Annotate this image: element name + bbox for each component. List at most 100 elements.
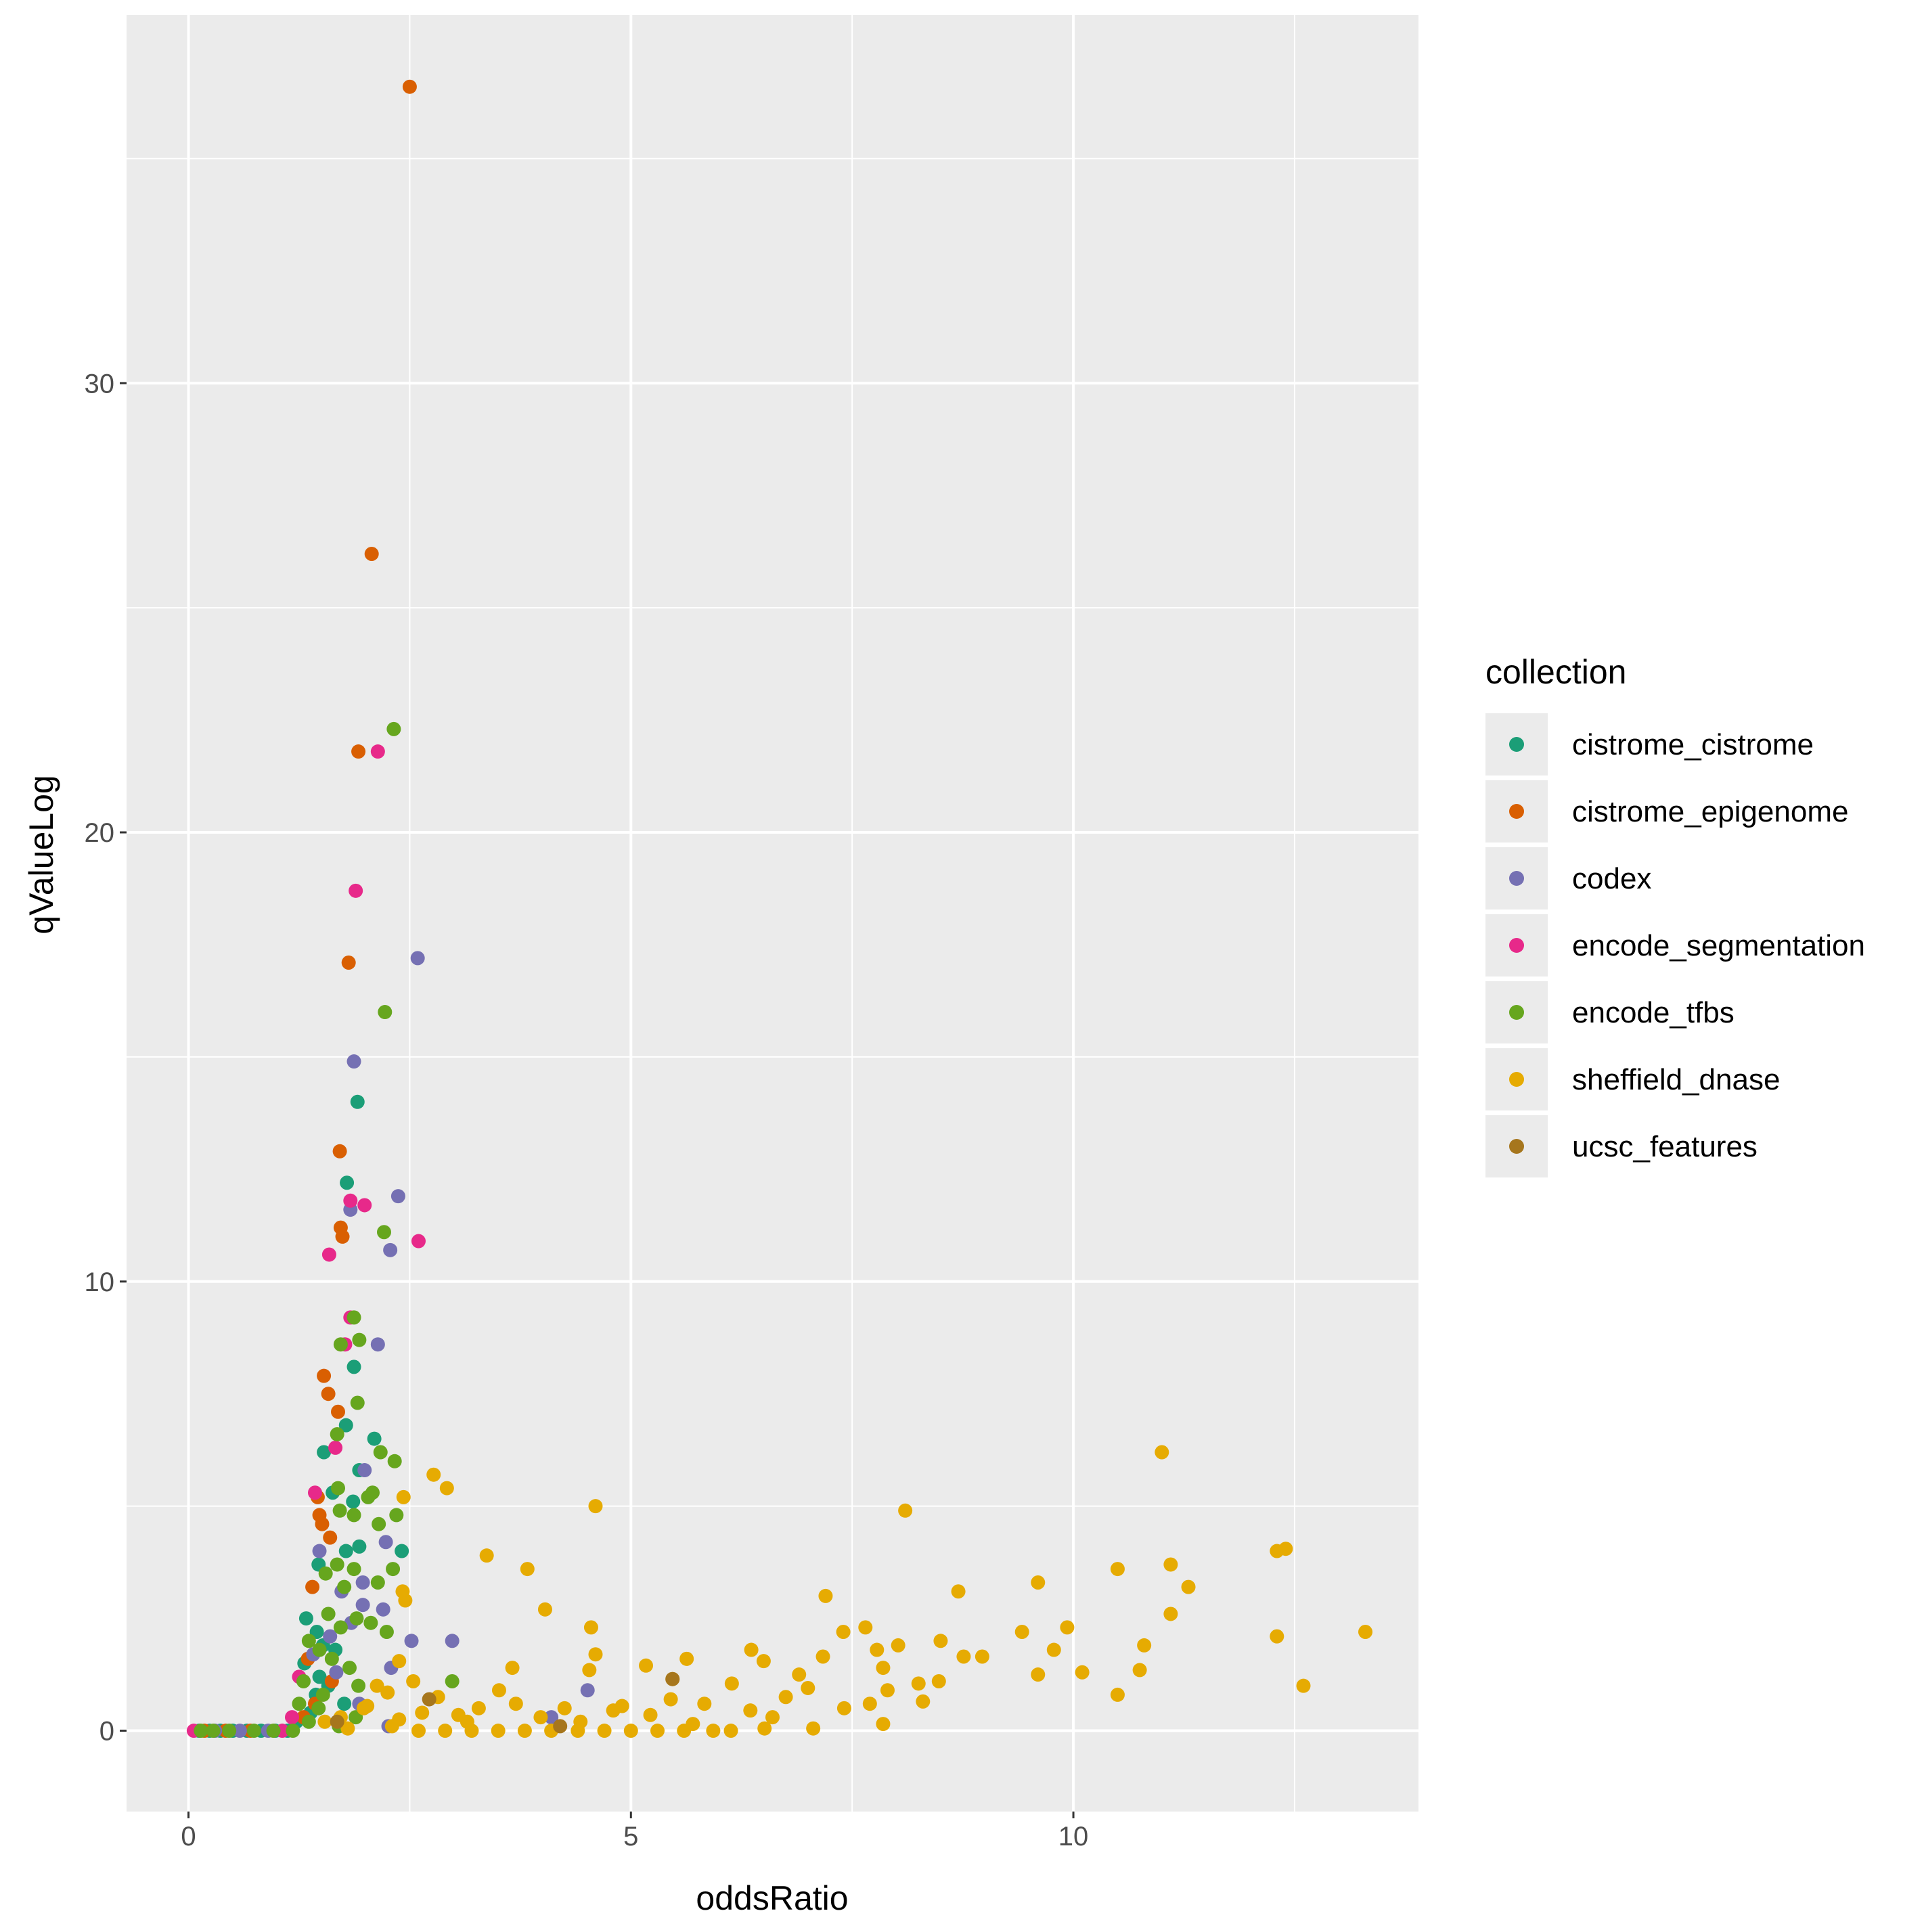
data-point (818, 1588, 833, 1603)
data-point (537, 1602, 552, 1617)
data-point (349, 1611, 364, 1626)
data-point (321, 1247, 336, 1262)
data-point (1155, 1445, 1169, 1460)
data-point (323, 1530, 338, 1545)
legend: collection cistrome_cistrome cistrome_epi… (1485, 653, 1865, 1177)
y-tick-label: 20 (85, 818, 115, 848)
data-point (357, 1463, 372, 1478)
data-point (330, 1426, 344, 1441)
data-point (911, 1676, 926, 1691)
data-point (390, 1189, 405, 1204)
x-tick-label: 0 (181, 1822, 196, 1851)
data-point (331, 1404, 346, 1419)
legend-title: collection (1485, 653, 1626, 691)
data-point (355, 1598, 370, 1613)
data-point (372, 1517, 386, 1531)
data-point (321, 1387, 336, 1401)
data-point (517, 1724, 532, 1738)
data-point (340, 1175, 355, 1190)
data-point (471, 1701, 486, 1715)
data-point (376, 1225, 391, 1240)
data-point (557, 1701, 572, 1715)
data-point (328, 1440, 343, 1455)
data-point (643, 1707, 658, 1722)
data-point (332, 1503, 347, 1518)
legend-items: cistrome_cistrome cistrome_epigenomecodex… (1485, 713, 1865, 1177)
data-point (520, 1562, 535, 1577)
data-point (580, 1683, 595, 1698)
data-point (305, 1579, 320, 1594)
y-tick-label: 10 (85, 1267, 115, 1297)
data-point (426, 1467, 441, 1482)
data-point (337, 1697, 352, 1711)
data-point (445, 1674, 460, 1689)
data-point (285, 1710, 300, 1725)
data-point (349, 883, 363, 898)
x-tick-label: 10 (1058, 1822, 1089, 1851)
data-point (308, 1485, 323, 1500)
data-point (665, 1671, 680, 1686)
legend-key-dot (1509, 1005, 1524, 1020)
data-point (588, 1647, 603, 1662)
data-point (333, 1337, 348, 1352)
data-point (346, 1508, 361, 1523)
data-point (355, 1575, 370, 1590)
data-point (386, 1562, 401, 1577)
data-point (1270, 1629, 1284, 1644)
legend-key-dot (1509, 737, 1524, 752)
legend-key-dot (1509, 1072, 1524, 1087)
legend-key-dot (1509, 871, 1524, 886)
data-point (491, 1724, 506, 1738)
data-point (778, 1690, 793, 1705)
data-point (1181, 1579, 1196, 1594)
data-point (815, 1649, 830, 1664)
data-point (724, 1676, 739, 1691)
data-point (491, 1683, 506, 1698)
data-point (415, 1705, 430, 1720)
series-encode_tfbs (194, 721, 460, 1738)
data-point (706, 1724, 721, 1738)
data-point (623, 1724, 638, 1738)
data-point (370, 1575, 385, 1590)
data-point (723, 1724, 738, 1738)
data-points (186, 79, 1373, 1738)
data-point (341, 956, 356, 970)
data-point (378, 1535, 393, 1550)
data-point (351, 744, 366, 759)
data-point (330, 1714, 344, 1729)
data-point (312, 1544, 327, 1558)
data-point (870, 1642, 885, 1657)
data-point (677, 1724, 692, 1738)
data-point (1110, 1562, 1125, 1577)
data-point (445, 1634, 460, 1648)
x-axis-title: oddsRatio (696, 1879, 848, 1917)
data-point (315, 1687, 330, 1702)
data-point (206, 1724, 221, 1738)
data-point (315, 1517, 330, 1531)
data-point (544, 1710, 559, 1725)
data-point (956, 1649, 971, 1664)
legend-label: codex (1572, 862, 1651, 895)
data-point (891, 1638, 905, 1653)
data-point (346, 1562, 361, 1577)
data-point (533, 1710, 548, 1725)
legend-item: encode_tfbs (1485, 981, 1735, 1043)
data-point (318, 1566, 333, 1581)
data-point (373, 1445, 388, 1460)
data-point (346, 1494, 361, 1509)
legend-item: cistrome_epigenome (1485, 780, 1848, 843)
data-point (331, 1481, 346, 1496)
data-point (553, 1719, 568, 1734)
data-point (410, 951, 425, 966)
legend-label: encode_tfbs (1572, 996, 1735, 1029)
data-point (765, 1710, 780, 1725)
data-point (323, 1629, 338, 1644)
data-point (392, 1654, 407, 1669)
data-point (951, 1584, 966, 1599)
legend-label: encode_segmentation (1572, 929, 1865, 962)
legend-label: cistrome_cistrome (1572, 728, 1814, 761)
legend-item: cistrome_cistrome (1485, 713, 1814, 776)
data-point (508, 1697, 523, 1711)
data-point (266, 1724, 281, 1738)
data-point (364, 547, 379, 561)
